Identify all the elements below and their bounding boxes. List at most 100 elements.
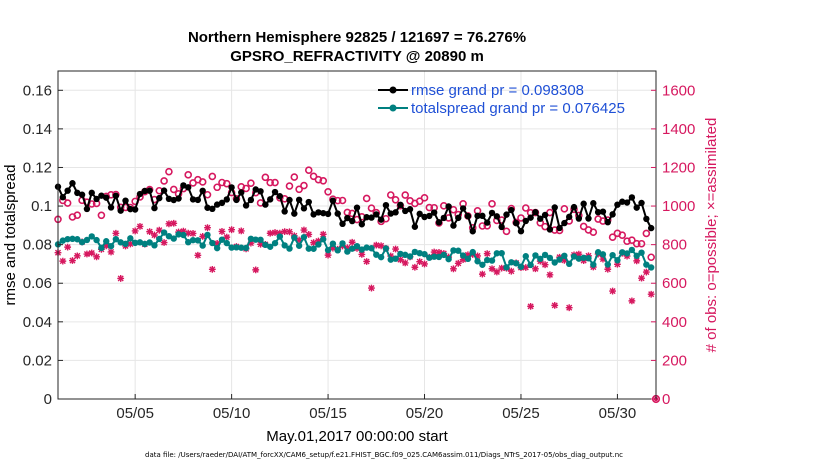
assimilated-obs-point (151, 231, 158, 239)
totalspread-series-point (209, 239, 216, 247)
totalspread-series-point (585, 255, 592, 262)
rmse-series-point (257, 188, 264, 195)
y2-tick-label: 600 (662, 275, 687, 292)
totalspread-series-point (459, 252, 467, 259)
rmse-series-point (136, 190, 144, 198)
rmse-series-point (493, 213, 501, 220)
totalspread-series-point (247, 235, 255, 243)
totalspread-series-point (291, 234, 298, 241)
rmse-series-point (464, 212, 472, 220)
totalspread-series-point (180, 231, 187, 239)
totalspread-series-point (271, 239, 279, 247)
assimilated-obs-point (565, 304, 573, 312)
x-tick-label: 05/15 (309, 405, 347, 422)
assimilated-obs-point (532, 265, 539, 273)
totalspread-series-point (469, 248, 476, 256)
assimilated-obs-point (551, 301, 559, 309)
rmse-series-point (551, 204, 558, 211)
rmse-series-point (180, 182, 187, 189)
rmse-series-point (122, 197, 129, 204)
totalspread-series-point (348, 245, 356, 252)
rmse-series-point (358, 221, 366, 228)
y2-tick-label: 1400 (662, 121, 695, 138)
assimilated-obs-point (560, 256, 568, 264)
possible-obs-point (160, 177, 168, 185)
totalspread-series-point (377, 253, 385, 261)
assimilated-obs-point (93, 253, 100, 261)
rmse-series-point (103, 194, 110, 201)
totalspread-series-point (310, 245, 317, 252)
rmse-series-point (643, 215, 650, 223)
assimilated-obs-point (599, 255, 607, 263)
possible-obs-point (97, 211, 106, 220)
rmse-series-point (373, 211, 380, 218)
totalspread-series-point (493, 250, 501, 257)
totalspread-series-point (170, 235, 177, 242)
assimilated-obs-point (319, 230, 327, 238)
rmse-series-point (276, 193, 284, 200)
totalspread-series-point (397, 250, 404, 258)
rmse-series-point (295, 196, 303, 204)
rmse-series-point (74, 189, 81, 197)
totalspread-series-point (368, 245, 375, 252)
rmse-series-point (537, 215, 544, 222)
assimilated-obs-point (131, 227, 139, 235)
rmse-series-point (93, 195, 100, 203)
plot-frame (57, 70, 657, 400)
rmse-series-point (604, 219, 611, 226)
y-axis-label: rmse and totalspread (2, 165, 19, 306)
rmse-series-point (348, 217, 356, 225)
possible-obs-point (324, 187, 332, 196)
rmse-series-point (363, 214, 370, 221)
totalspread-series-point (623, 250, 631, 257)
rmse-series-point (590, 200, 597, 207)
assimilated-obs-point (155, 226, 163, 234)
assimilated-obs-point (435, 249, 443, 256)
totalspread-series-point (445, 255, 452, 263)
rmse-series-point (488, 209, 496, 217)
totalspread-series-point (146, 239, 153, 246)
assimilated-obs-point (252, 266, 260, 274)
totalspread-series-point (324, 246, 332, 254)
possible-obs-point (184, 171, 193, 179)
possible-obs-point (314, 175, 323, 184)
assimilated-obs-point (223, 233, 231, 241)
totalspread-series-point (440, 251, 448, 259)
rmse-series-point (484, 219, 491, 226)
totalspread-series-point (107, 242, 115, 250)
assimilated-obs-point (329, 244, 337, 252)
totalspread-series-point (647, 264, 655, 271)
totalspread-series-point (131, 239, 139, 247)
rmse-series-point (252, 186, 259, 193)
rmse-series-point (238, 189, 245, 196)
rmse-series-point (647, 224, 655, 232)
assimilated-obs-point (609, 287, 616, 295)
y-tick-label: 0.04 (23, 314, 52, 331)
totalspread-series-point (594, 249, 602, 256)
rmse-series-point (262, 201, 269, 208)
y2-axis-label: # of obs: o=possible; ×=assimilated (703, 118, 720, 353)
rmse-series-point (368, 214, 375, 221)
assimilated-obs-point (286, 228, 293, 236)
rmse-series-point (165, 195, 173, 203)
rmse-series-point (127, 205, 134, 213)
assimilated-obs-point (575, 250, 583, 258)
possible-obs-point (208, 172, 217, 181)
totalspread-series-point (344, 248, 351, 255)
possible-obs-point (637, 239, 646, 248)
possible-obs-point (73, 211, 82, 219)
totalspread-series-point (546, 254, 554, 262)
rmse-series-point (503, 211, 510, 218)
totalspread-series-point (358, 246, 366, 253)
rmse-series (57, 182, 653, 233)
totalspread-series-point (392, 255, 399, 262)
rmse-series-point (353, 204, 361, 211)
rmse-series-point (377, 216, 385, 223)
assimilated-obs-point (633, 257, 641, 265)
assimilated-obs-point (488, 265, 496, 273)
assimilated-obs-point (372, 241, 380, 249)
rmse-series-point (300, 205, 308, 212)
rmse-series-point (430, 209, 438, 216)
x-axis: 05/05 05/10 05/15 05/20 05/25 05/30 (116, 394, 636, 422)
assimilated-obs-point (107, 248, 115, 256)
